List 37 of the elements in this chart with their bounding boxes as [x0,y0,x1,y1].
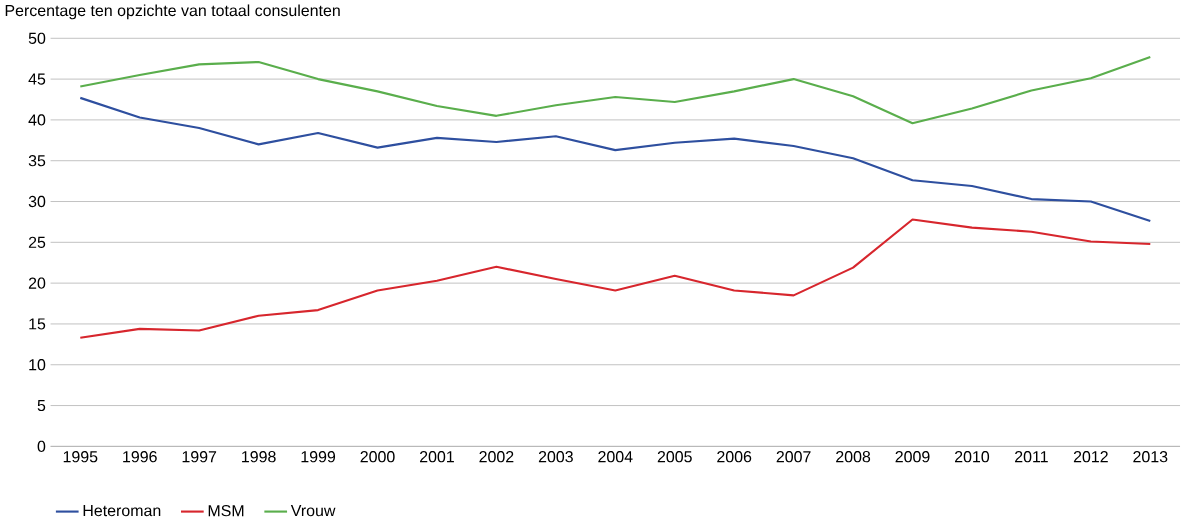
y-tick-label: 25 [28,236,46,248]
y-tick-label: 15 [29,318,46,330]
y-tick-label: 40 [28,114,46,126]
x-tick-label: 2004 [598,450,633,463]
y-tick-label: 0 [37,440,46,452]
x-tick-label: 2002 [479,450,514,463]
y-axis-title: Percentage ten opzichte van totaal consulenten [5,4,340,20]
x-tick-label: 1996 [123,450,157,463]
legend-label: MSM [208,504,244,517]
line-series [79,218,1152,339]
x-tick-label: 2000 [360,450,395,463]
x-tick-label: 1995 [63,450,98,463]
x-tick-label: 1997 [182,450,217,463]
y-tick-label: 45 [28,73,46,85]
y-tick-label: 50 [28,32,46,44]
legend-label: Vrouw [290,505,336,517]
y-tick-label: 5 [37,399,46,412]
x-tick-label: 2003 [538,450,573,463]
x-tick-label: 2008 [836,450,871,463]
x-tick-label: 2011 [1015,450,1048,463]
x-tick-label: 2012 [1073,450,1108,463]
x-tick-label: 2010 [955,450,990,463]
legend-label: Heteroman [83,505,161,517]
y-tick-label: 35 [28,154,46,167]
y-tick-label: 20 [28,277,46,289]
x-tick-label: 2001 [419,450,454,463]
x-tick-label: 2006 [717,450,752,463]
line-series [79,96,1152,223]
x-tick-label: 1999 [301,450,336,463]
x-tick-label: 2005 [657,450,692,463]
x-tick-label: 2007 [776,450,811,463]
y-tick-label: 10 [29,359,46,371]
x-tick-label: 1998 [242,450,276,463]
x-tick-label: 2009 [895,450,930,463]
x-tick-label: 2013 [1133,450,1168,463]
y-tick-label: 30 [28,195,46,208]
line-series [79,55,1152,125]
